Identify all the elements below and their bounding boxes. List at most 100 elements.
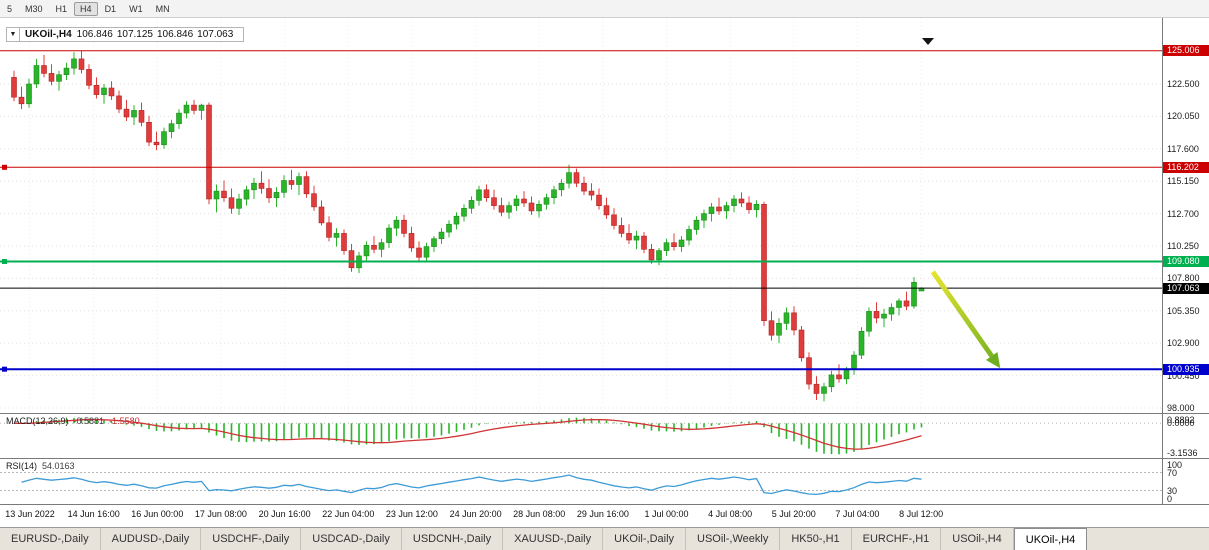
candle[interactable] — [48, 64, 55, 86]
candle[interactable] — [258, 171, 265, 194]
candle[interactable] — [611, 208, 617, 230]
candle[interactable] — [251, 177, 257, 199]
candle[interactable] — [858, 327, 865, 359]
candle[interactable] — [138, 102, 145, 127]
candle[interactable] — [63, 62, 70, 80]
candle[interactable] — [911, 277, 917, 309]
horizontal-level-line-109.080[interactable] — [0, 259, 1162, 264]
candle[interactable] — [318, 200, 325, 226]
candle[interactable] — [873, 302, 880, 324]
candle[interactable] — [581, 176, 587, 196]
chevron-down-icon[interactable]: ▼ — [7, 28, 20, 41]
candle[interactable] — [408, 226, 415, 252]
candle[interactable] — [33, 58, 40, 88]
trend-arrow-annotation[interactable] — [930, 270, 1001, 369]
candle[interactable] — [78, 50, 85, 74]
candle[interactable] — [663, 238, 670, 256]
chart-tab-eurchf-h1[interactable]: EURCHF-,H1 — [852, 528, 942, 550]
candle[interactable] — [108, 81, 115, 100]
panel-separator[interactable] — [0, 504, 1209, 505]
candle[interactable] — [401, 214, 407, 238]
candle[interactable] — [123, 99, 130, 121]
candle[interactable] — [86, 64, 92, 90]
candle[interactable] — [153, 131, 160, 151]
chart-tab-hk50-h1[interactable]: HK50-,H1 — [780, 528, 852, 550]
candle[interactable] — [701, 209, 707, 229]
candle[interactable] — [18, 86, 25, 110]
candle[interactable] — [483, 184, 490, 202]
chart-tab-usdcnh-daily[interactable]: USDCNH-,Daily — [402, 528, 504, 550]
candle[interactable] — [131, 105, 137, 125]
candle[interactable] — [243, 185, 250, 206]
candle[interactable] — [558, 179, 565, 197]
candle[interactable] — [753, 200, 760, 218]
candle[interactable] — [498, 197, 505, 217]
rsi-chart-svg[interactable] — [0, 459, 1162, 504]
candle[interactable] — [513, 195, 520, 211]
candle[interactable] — [266, 179, 272, 203]
candle[interactable] — [731, 195, 737, 213]
candle[interactable] — [896, 298, 902, 316]
candle[interactable] — [851, 351, 857, 375]
candle[interactable] — [588, 183, 595, 201]
chart-area[interactable]: ▼ UKOil-,H4 106.846 107.125 106.846 107.… — [0, 18, 1162, 413]
candle[interactable] — [491, 189, 497, 210]
candle[interactable] — [228, 188, 235, 214]
candle[interactable] — [446, 220, 452, 238]
candle[interactable] — [626, 224, 632, 244]
candle[interactable] — [783, 307, 790, 331]
chart-tab-ukoil-daily[interactable]: UKOil-,Daily — [603, 528, 687, 550]
candle[interactable] — [603, 197, 610, 219]
chart-tab-audusd-daily[interactable]: AUDUSD-,Daily — [101, 528, 202, 550]
candle[interactable] — [723, 201, 730, 219]
candle[interactable] — [146, 115, 152, 147]
candle[interactable] — [813, 376, 820, 400]
candle[interactable] — [11, 70, 17, 102]
candle[interactable] — [348, 244, 355, 272]
panel-separator[interactable] — [0, 458, 1209, 459]
price-scale[interactable]: 122.500 120.050 117.600 115.150 112.700 110.2… — [1162, 18, 1209, 505]
candle[interactable] — [746, 196, 752, 214]
candle[interactable] — [296, 172, 302, 196]
candle[interactable] — [536, 200, 542, 218]
timeframe-button-h4[interactable]: H4 — [74, 1, 98, 16]
candle[interactable] — [573, 168, 580, 188]
candle[interactable] — [618, 217, 625, 238]
macd-chart-svg[interactable] — [0, 414, 1162, 458]
candle[interactable] — [798, 326, 805, 362]
timeframe-button-d1[interactable]: D1 — [104, 3, 117, 14]
candle[interactable] — [191, 99, 197, 115]
candle[interactable] — [461, 204, 467, 222]
candle[interactable] — [761, 201, 767, 326]
candle[interactable] — [303, 171, 310, 198]
candle[interactable] — [686, 225, 692, 246]
candle[interactable] — [678, 236, 685, 252]
candle[interactable] — [236, 193, 242, 215]
chart-tab-usdcad-daily[interactable]: USDCAD-,Daily — [301, 528, 402, 550]
candle[interactable] — [821, 382, 827, 402]
candle[interactable] — [288, 169, 295, 190]
chart-tab-usoil-weekly[interactable]: USOil-,Weekly — [686, 528, 781, 550]
timeframe-button-w1[interactable]: W1 — [129, 3, 143, 14]
candle[interactable] — [41, 54, 47, 78]
horizontal-level-line-100.935[interactable] — [0, 366, 1162, 372]
timeframe-button-h1[interactable]: H1 — [55, 3, 68, 14]
candle[interactable] — [281, 175, 287, 198]
candle[interactable] — [716, 197, 722, 215]
candle[interactable] — [116, 90, 122, 114]
candle[interactable] — [693, 216, 700, 235]
candle[interactable] — [221, 180, 227, 202]
candle[interactable] — [378, 238, 385, 258]
candle[interactable] — [198, 103, 205, 120]
candle[interactable] — [423, 242, 430, 262]
candle[interactable] — [566, 164, 572, 189]
candle[interactable] — [176, 109, 182, 129]
candle[interactable] — [776, 318, 782, 344]
candle[interactable] — [828, 370, 835, 393]
candle[interactable] — [311, 185, 317, 211]
candle[interactable] — [543, 193, 550, 210]
candle[interactable] — [633, 230, 640, 250]
candle[interactable] — [206, 102, 212, 205]
chart-tab-usdchf-daily[interactable]: USDCHF-,Daily — [201, 528, 302, 550]
candle[interactable] — [363, 241, 370, 262]
